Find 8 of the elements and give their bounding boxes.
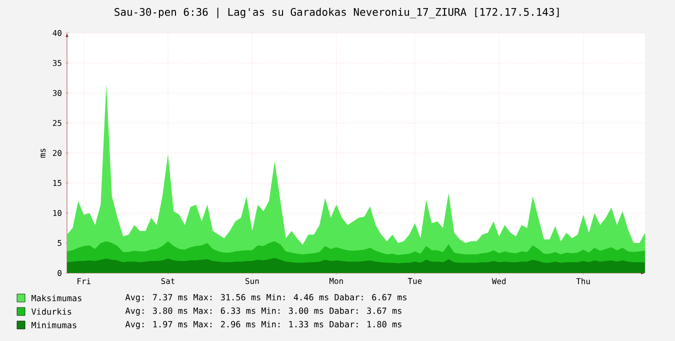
legend-label: Vidurkis	[31, 308, 72, 315]
legend-label: Maksimumas	[32, 294, 82, 302]
legend-label: Minimumas	[32, 322, 76, 328]
text: Avg: 1.97 ms Max: 2.96 ms Min: 1.33 ms Dabar: 1.80 ms	[125, 320, 402, 330]
chart-title: Sau-30-pen 6:36 | Lag'as su Garadokas Neveroniu_17_ZIURA [172.17.5.143]	[114, 8, 559, 18]
y-axis-title: ms	[40, 148, 46, 158]
text: Avg: 3.80 ms Max: 6.33 ms Min: 3.00 ms Dabar: 3.67 ms	[125, 307, 402, 316]
text: Avg: 7.37 ms Max: 31.56 ms Min: 4.46 ms Dabar: 6.67 ms	[125, 294, 406, 302]
